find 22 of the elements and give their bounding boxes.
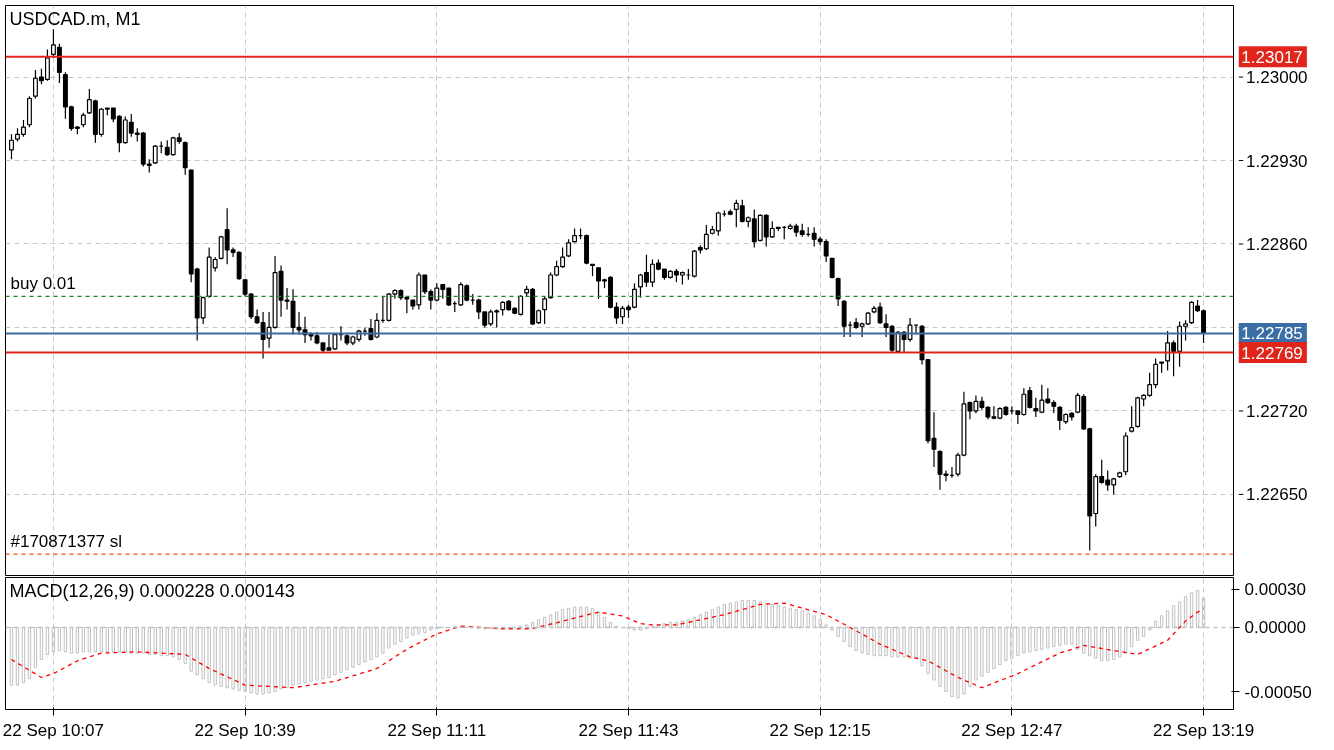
y-tick-label: -0.00050: [1244, 682, 1312, 702]
ref-line-label: buy 0.01: [10, 274, 76, 294]
ref-line-label: 1.22769: [1241, 343, 1303, 363]
y-tick-label: 0.00030: [1244, 580, 1306, 600]
x-tick-label: 22 Sep 11:11: [387, 720, 487, 740]
x-tick-label: 22 Sep 13:19: [1152, 720, 1255, 740]
x-tick-label: 22 Sep 12:47: [961, 720, 1063, 740]
y-tick-label: 1.22860: [1246, 234, 1308, 254]
y-tick-label: 1.22930: [1246, 151, 1308, 171]
ref-line-label: #170871377 sl: [10, 532, 123, 552]
x-tick-label: 22 Sep 10:07: [2, 720, 105, 740]
x-tick-label: 22 Sep 11:43: [578, 720, 679, 740]
chart-title: USDCAD.m, M1: [9, 8, 141, 29]
y-tick-label: 1.22720: [1246, 401, 1308, 421]
y-tick-label: 1.22650: [1246, 485, 1308, 505]
x-tick-label: 22 Sep 12:15: [769, 720, 871, 740]
chart-title: MACD(12,26,9) 0.000228 0.000143: [9, 580, 295, 601]
ref-line-label: 1.22785: [1241, 324, 1303, 344]
y-tick-label: 0.00000: [1244, 618, 1306, 638]
x-tick-label: 22 Sep 10:39: [194, 720, 296, 740]
y-tick-label: 1.23000: [1246, 68, 1308, 88]
ref-line-label: 1.23017: [1241, 47, 1303, 67]
